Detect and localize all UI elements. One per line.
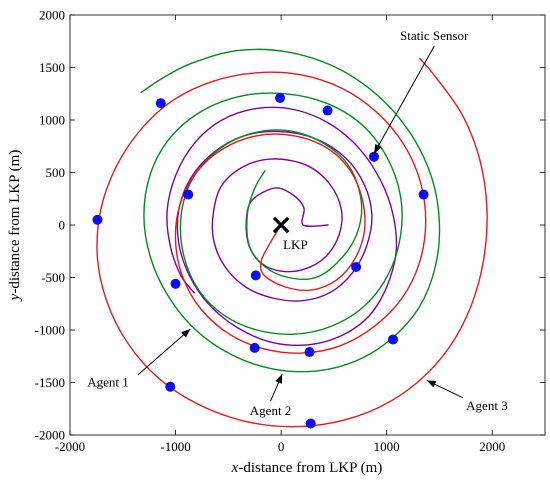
static-sensor-point [305, 418, 316, 429]
annotation-label: Agent 3 [466, 398, 508, 413]
x-axis-label-var: x [231, 460, 239, 476]
lkp-layer: LKP [272, 216, 308, 252]
x-axis-label: x-distance from LKP (m) [231, 460, 383, 476]
axis-ticks: -2000 -1000 0 1000 2000 -2000 -1500 -1000 -500 0 5… [35, 8, 545, 454]
sensor-layer [92, 92, 429, 429]
static-sensor-point [388, 334, 398, 345]
static-sensor-point [250, 270, 261, 281]
y-tick-label: -500 [41, 270, 65, 285]
static-sensor-point [322, 105, 333, 116]
y-tick-label: 2000 [39, 8, 65, 23]
static-sensor-point [304, 347, 315, 358]
y-tick-label: 1500 [39, 60, 65, 75]
static-sensor-point [369, 151, 379, 162]
y-tick-label: 500 [46, 165, 66, 180]
y-tick-label: -1500 [35, 375, 65, 390]
annotation-label: Static Sensor [400, 28, 469, 43]
static-sensor-point [170, 278, 181, 289]
lkp-label: LKP [283, 237, 308, 252]
annotation-arrow-line [373, 45, 435, 154]
x-tick-label: -1000 [160, 439, 190, 454]
y-tick-label: 1000 [39, 113, 65, 128]
x-tick-label: -2000 [55, 439, 85, 454]
x-tick-label: 2000 [479, 439, 505, 454]
y-axis-label-text: -distance from LKP (m) [7, 150, 23, 294]
series-line-agent-1 [166, 106, 398, 347]
annotation-arrow-head [426, 380, 437, 388]
y-axis-label: y-distance from LKP (m) [7, 150, 23, 303]
x-axis-label-text: -distance from LKP (m) [238, 460, 382, 476]
x-tick-label: 0 [278, 439, 285, 454]
static-sensor-point [155, 98, 166, 109]
static-sensor-point [183, 189, 194, 200]
static-sensor-point [165, 381, 176, 392]
annotation-label: Agent 1 [87, 375, 129, 390]
x-tick-label: 1000 [374, 439, 400, 454]
static-sensor-point [249, 342, 260, 353]
lkp-marker-cross [272, 216, 290, 234]
annotation-arrow-head [374, 143, 382, 154]
y-axis-label-var: y [7, 293, 23, 302]
annotation-arrow-head [275, 374, 283, 384]
static-sensor-point [92, 214, 103, 225]
series-line-agent-3 [96, 57, 488, 428]
series-layer [96, 48, 488, 428]
y-tick-label: 0 [59, 218, 66, 233]
static-sensor-point [275, 92, 286, 103]
annotation-arrow-head [181, 328, 191, 338]
annotation-arrow-line [137, 328, 191, 376]
annotation-label: Agent 2 [250, 403, 292, 418]
annotation-layer: Static Sensor Agent 1 Agent 2 Agent 3 [87, 28, 507, 418]
static-sensor-point [351, 262, 362, 272]
y-tick-label: -2000 [35, 428, 65, 443]
series-line-agent-2 [140, 48, 441, 373]
y-tick-label: -1000 [35, 323, 65, 338]
static-sensor-point [418, 189, 429, 200]
